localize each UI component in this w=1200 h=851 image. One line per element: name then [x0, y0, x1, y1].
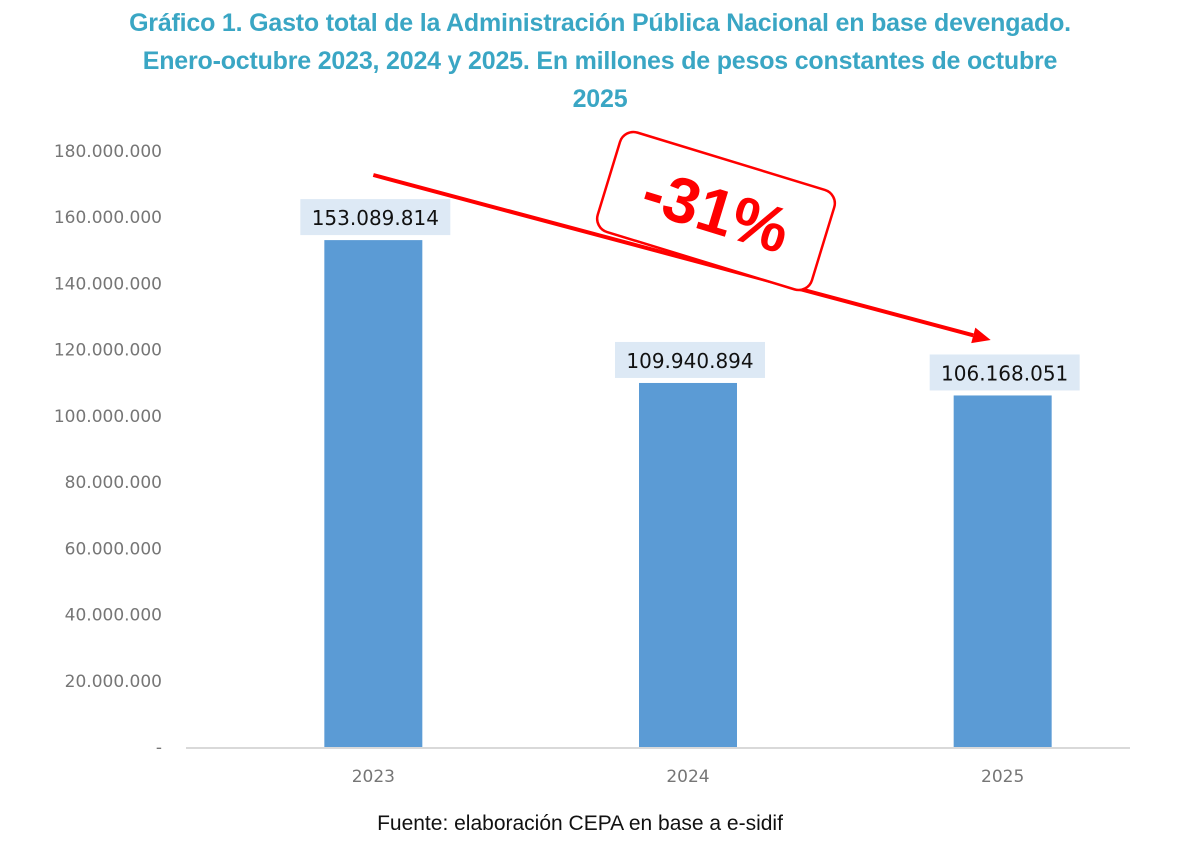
bars	[324, 240, 1052, 748]
trend-arrow-line	[372, 173, 974, 338]
y-tick-label: 80.000.000	[65, 473, 162, 493]
arrow-head-icon	[971, 327, 991, 344]
source-note: Fuente: elaboración CEPA en base a e-sid…	[377, 812, 783, 835]
percent-change-badge: -31%	[595, 130, 837, 292]
chart-title-line-3: 2025	[572, 85, 628, 113]
data-label-background	[615, 341, 765, 378]
data-label-background	[929, 354, 1080, 391]
y-tick-label: 120.000.000	[54, 341, 162, 361]
y-tick-label: -	[156, 738, 162, 758]
annotations: -31%	[372, 130, 991, 344]
data-label: 109.940.894	[626, 349, 753, 373]
chart-title-line-1: Gráfico 1. Gasto total de la Administrac…	[129, 9, 1071, 37]
y-tick-label: 20.000.000	[65, 672, 162, 692]
bar-2025	[953, 395, 1052, 747]
bar-2023	[324, 240, 423, 748]
data-label-background	[300, 199, 451, 236]
x-tick-label: 2025	[981, 767, 1024, 787]
chart-title-line-2: Enero-octubre 2023, 2024 y 2025. En mill…	[142, 47, 1058, 75]
y-tick-label: 160.000.000	[54, 208, 162, 228]
x-tick-label: 2023	[352, 767, 395, 787]
x-tick-label: 2024	[666, 767, 709, 787]
y-tick-label: 40.000.000	[65, 606, 162, 626]
badge-border	[595, 130, 837, 292]
y-axis: - 20.000.000 40.000.000 60.000.000 80.000.00…	[54, 142, 162, 758]
bar-2024	[639, 382, 737, 747]
x-axis: 2023 2024 2025	[352, 767, 1025, 787]
y-tick-label: 180.000.000	[54, 142, 162, 162]
data-labels: 153.089.814 109.940.894 106.168.051	[300, 199, 1080, 391]
chart-title: Gráfico 1. Gasto total de la Administrac…	[0, 4, 1200, 118]
y-tick-label: 60.000.000	[65, 539, 162, 559]
data-label: 106.168.051	[941, 361, 1068, 385]
y-tick-label: 140.000.000	[54, 274, 162, 294]
data-label: 153.089.814	[312, 206, 439, 230]
y-tick-label: 100.000.000	[54, 407, 162, 427]
